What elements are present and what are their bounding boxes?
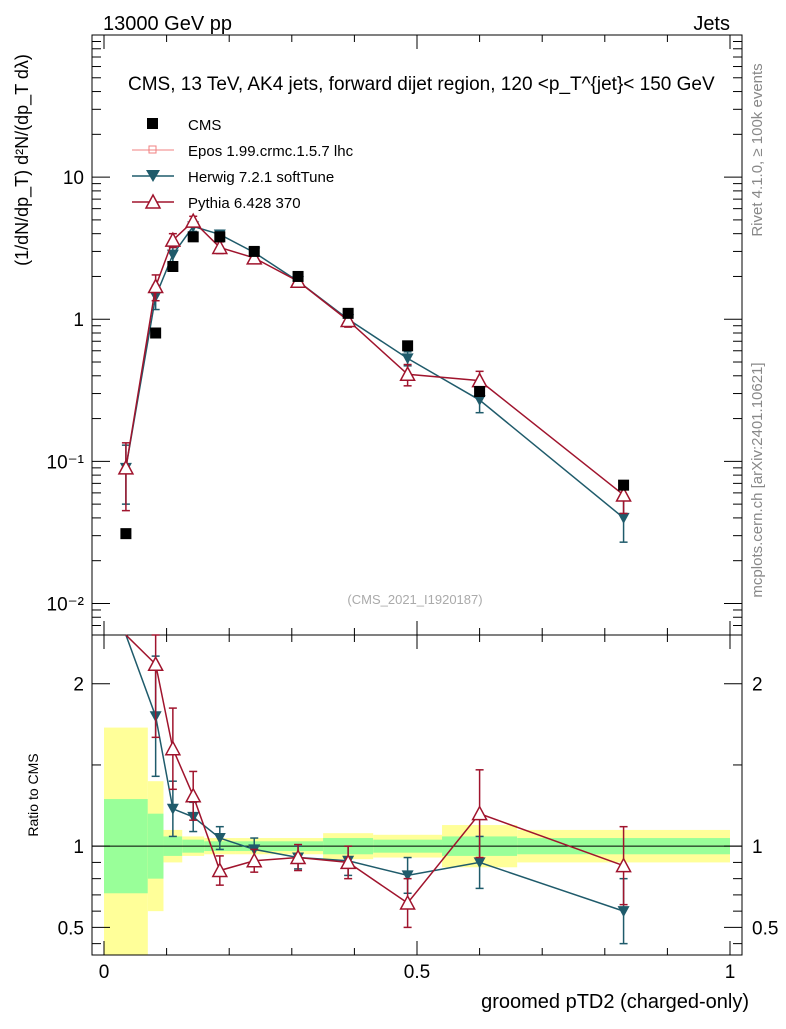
cms-point bbox=[120, 528, 132, 540]
mcplots-label: mcplots.cern.ch [arXiv:2401.10621] bbox=[749, 362, 766, 597]
ratio-tick-label: 0.5 bbox=[58, 918, 84, 939]
legend-marker-herwig bbox=[146, 170, 160, 182]
rivet-label: Rivet 4.1.0, ≥ 100k events bbox=[749, 63, 766, 236]
data-series bbox=[117, 212, 632, 945]
legend: CMS Epos 1.99.crmc.1.5.7 lhc Herwig 7.2.… bbox=[132, 117, 354, 212]
axes: 0 0.5 1 10⁻² 10⁻¹ 1 10 0.5 0.5 1 1 2 2 bbox=[47, 35, 778, 983]
herwig-ratio-point bbox=[166, 803, 179, 815]
legend-label-pythia: Pythia 6.428 370 bbox=[188, 195, 301, 212]
legend-marker-pythia bbox=[144, 193, 162, 209]
pythia-point bbox=[615, 486, 632, 502]
herwig-ratio-point bbox=[473, 857, 486, 869]
legend-label-herwig: Herwig 7.2.1 softTune bbox=[188, 169, 334, 186]
herwig-ratio-point bbox=[617, 906, 630, 918]
herwig-line bbox=[125, 225, 625, 519]
pythia-point bbox=[399, 365, 416, 382]
cms-point bbox=[474, 386, 486, 398]
cms-point bbox=[618, 479, 630, 491]
pythia-ratio-point bbox=[211, 861, 229, 878]
cms-point bbox=[150, 327, 162, 339]
y-tick-label: 1 bbox=[73, 310, 84, 331]
herwig-point bbox=[617, 512, 630, 524]
title-main: CMS, 13 TeV, AK4 jets, forward dijet reg… bbox=[128, 74, 715, 95]
pythia-point bbox=[164, 231, 182, 247]
pythia-point bbox=[211, 238, 229, 255]
pythia-ratio-point bbox=[339, 853, 357, 870]
ratio-tick-label-right: 0.5 bbox=[752, 918, 778, 939]
legend-marker-epos bbox=[148, 145, 157, 154]
x-tick-label: 1 bbox=[725, 962, 736, 983]
ratio-tick-label: 2 bbox=[73, 675, 84, 696]
header-left: 13000 GeV pp bbox=[103, 13, 232, 35]
ratio-uncertainty-bands bbox=[92, 727, 742, 955]
ratio-tick-label: 1 bbox=[73, 837, 84, 858]
ratio-tick-label-right: 2 bbox=[752, 675, 763, 696]
pythia-ratio-point bbox=[615, 857, 632, 873]
cms-point bbox=[248, 245, 260, 257]
watermark: (CMS_2021_I1920187) bbox=[347, 592, 482, 607]
x-tick-label: 0.5 bbox=[404, 962, 430, 983]
pythia-ratio-point bbox=[147, 655, 164, 671]
pythia-point bbox=[339, 311, 357, 328]
ratio-y-axis-label: Ratio to CMS bbox=[25, 753, 41, 836]
header-right: Jets bbox=[693, 13, 730, 35]
legend-label-epos: Epos 1.99.crmc.1.5.7 lhc bbox=[188, 143, 354, 160]
pythia-ratio-point bbox=[164, 740, 182, 756]
pythia-ratio-point bbox=[471, 805, 488, 821]
cms-point bbox=[214, 231, 226, 243]
pythia-ratio-point bbox=[184, 787, 202, 803]
herwig-ratio-point bbox=[401, 870, 414, 882]
pythia-point bbox=[117, 459, 135, 475]
cms-point bbox=[292, 270, 304, 282]
pythia-point bbox=[245, 249, 263, 265]
pythia-ratio-point bbox=[289, 848, 307, 865]
herwig-ratio-point bbox=[213, 833, 226, 845]
pythia-ratio-point bbox=[399, 894, 416, 910]
herwig-point bbox=[473, 395, 486, 407]
y-tick-label: 10⁻¹ bbox=[47, 452, 85, 473]
cms-point bbox=[402, 340, 414, 352]
herwig-point bbox=[401, 353, 414, 365]
pythia-point bbox=[147, 277, 164, 294]
herwig-point bbox=[166, 249, 179, 261]
x-tick-label: 0 bbox=[99, 962, 110, 983]
pythia-ratio-line bbox=[125, 634, 624, 905]
pythia-point bbox=[184, 212, 202, 228]
pythia-ratio-point bbox=[245, 852, 263, 868]
legend-marker-cms bbox=[147, 118, 158, 129]
y-tick-label: 10⁻² bbox=[47, 594, 85, 615]
y-tick-label: 10 bbox=[63, 168, 84, 189]
chart-title: CMS, 13 TeV, AK4 jets, forward dijet reg… bbox=[128, 74, 715, 95]
y-axis-label: (1/dN/dp_T) d²N/(dp_T dλ) bbox=[12, 54, 33, 266]
legend-label-cms: CMS bbox=[188, 117, 221, 134]
ratio-tick-label-right: 1 bbox=[752, 837, 763, 858]
x-axis-label: groomed pTD2 (charged-only) bbox=[481, 991, 749, 1013]
cms-point bbox=[342, 307, 354, 319]
pythia-line bbox=[125, 220, 625, 496]
cms-point bbox=[167, 261, 179, 273]
herwig-ratio-line bbox=[125, 634, 624, 912]
cms-point bbox=[187, 231, 199, 243]
